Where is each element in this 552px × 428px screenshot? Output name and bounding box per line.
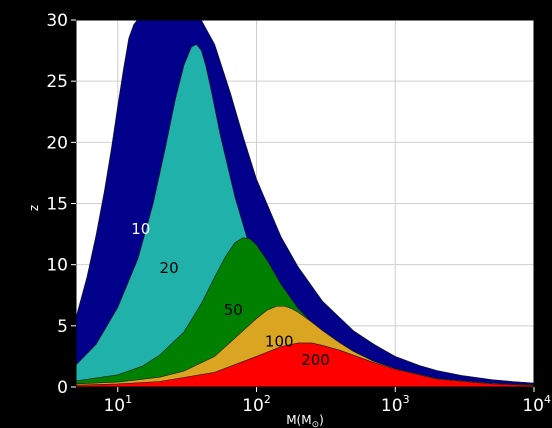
- region-label-50: 50: [224, 301, 243, 319]
- x-tick-base: 10: [103, 396, 125, 416]
- y-tick-label: 5: [57, 317, 68, 337]
- y-tick-label: 10: [46, 256, 68, 276]
- region-label-100: 100: [265, 333, 294, 351]
- x-axis-ticks: 101 102 103 104: [103, 387, 551, 416]
- y-axis-label: z: [27, 205, 41, 211]
- x-tick-exponent: 2: [264, 393, 271, 406]
- x-tick-label: 102: [242, 393, 271, 416]
- y-tick-label: 20: [46, 133, 68, 153]
- x-tick-label: 101: [103, 393, 132, 416]
- y-tick-label: 15: [46, 195, 68, 215]
- region-label-10: 10: [131, 220, 150, 238]
- x-tick-exponent: 3: [403, 393, 410, 406]
- y-tick-label: 25: [46, 72, 68, 92]
- y-axis-ticks: 0 5 10 15 20 25 30: [46, 11, 76, 398]
- x-axis-label-close: ): [319, 413, 324, 427]
- x-tick-base: 10: [242, 396, 264, 416]
- x-tick-exponent: 1: [125, 393, 132, 406]
- x-tick-exponent: 4: [544, 393, 551, 406]
- region-label-200: 200: [301, 351, 330, 369]
- x-tick-label: 103: [381, 393, 410, 416]
- x-axis-label-main: M(M: [286, 413, 311, 427]
- x-axis-label: M(M⊙): [286, 413, 324, 428]
- x-tick-base: 10: [522, 396, 544, 416]
- y-tick-label: 0: [57, 378, 68, 398]
- area-200: [75, 342, 535, 388]
- x-axis-label-sub: ⊙: [312, 420, 320, 428]
- y-tick-label: 30: [46, 11, 68, 31]
- x-tick-label: 104: [522, 393, 551, 416]
- region-label-20: 20: [160, 259, 179, 277]
- areas: [75, 19, 535, 388]
- region-labels: 10 20 50 100 200: [131, 220, 330, 369]
- x-tick-base: 10: [381, 396, 403, 416]
